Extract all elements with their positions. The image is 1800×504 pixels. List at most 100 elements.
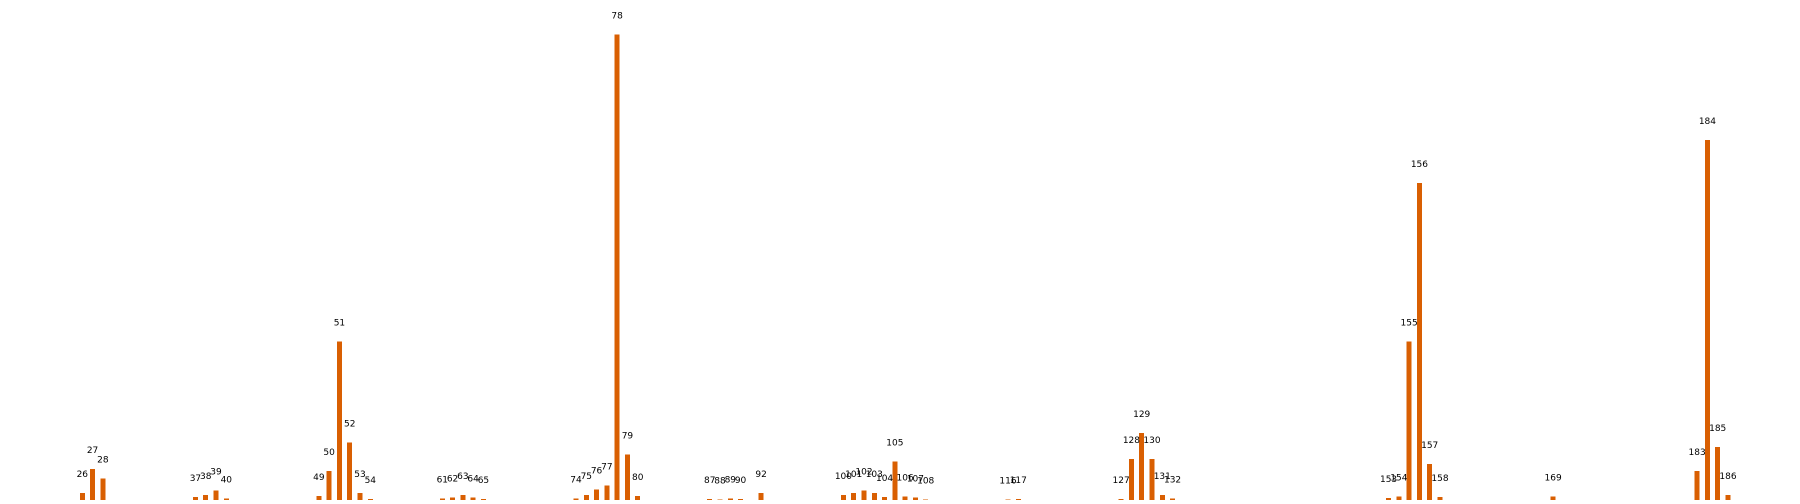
bar-64 [470,497,476,500]
bar-label-157: 157 [1421,441,1438,451]
bar-label-80: 80 [632,473,644,483]
bar-158 [1437,497,1443,500]
bar-label-77: 77 [601,463,612,473]
bar-156 [1416,183,1422,500]
bar-label-53: 53 [354,470,365,480]
bar-label-39: 39 [210,467,222,477]
bar-label-100: 100 [835,472,852,482]
bar-label-130: 130 [1143,436,1160,446]
bar-52 [347,442,353,500]
bar-label-116: 116 [999,477,1016,487]
bar-label-153: 153 [1380,475,1397,485]
bar-label-88: 88 [714,477,726,487]
bar-183 [1694,471,1700,500]
bar-186 [1725,495,1731,500]
bar-label-78: 78 [611,11,623,21]
bar-label-128: 128 [1123,436,1140,446]
bar-label-186: 186 [1719,472,1736,482]
bar-155 [1406,341,1412,500]
bar-103 [871,492,877,500]
bar-130 [1149,459,1155,500]
bar-101 [851,492,857,500]
bar-label-154: 154 [1390,474,1407,484]
bar-label-90: 90 [735,476,747,486]
bar-61 [439,498,445,500]
bar-105 [892,461,898,500]
bar-63 [460,495,466,500]
bar-78 [614,34,620,501]
bar-label-87: 87 [704,476,715,486]
bar-74 [573,498,579,500]
bar-79 [624,454,630,500]
bar-157 [1427,464,1433,500]
bar-label-185: 185 [1709,424,1726,434]
bar-132 [1170,498,1176,500]
bar-label-40: 40 [221,476,233,486]
bar-label-158: 158 [1431,474,1448,484]
bar-28 [100,478,106,500]
bars-layer [79,34,1731,501]
bar-27 [90,468,96,500]
bar-label-131: 131 [1154,472,1171,482]
bar-106 [902,496,908,500]
bar-77 [604,485,610,500]
bar-104 [882,497,888,500]
bar-62 [450,497,456,500]
bar-label-54: 54 [365,476,377,486]
bar-label-89: 89 [725,476,737,486]
bar-label-103: 103 [866,470,883,480]
bar-100 [840,495,846,500]
bar-label-37: 37 [190,474,201,484]
bar-38 [203,495,209,500]
bar-80 [635,496,641,500]
bar-153 [1386,498,1392,500]
bar-184 [1704,140,1710,500]
bar-107 [912,497,918,500]
bar-label-38: 38 [200,472,212,482]
bar-label-156: 156 [1411,160,1428,170]
bar-label-61: 61 [437,476,448,486]
bar-185 [1715,447,1721,500]
bar-169 [1550,496,1556,500]
bar-label-49: 49 [313,473,325,483]
bar-89 [727,498,733,500]
bar-92 [758,492,764,500]
bar-label-102: 102 [855,467,872,477]
bar-label-183: 183 [1689,448,1706,458]
bar-label-107: 107 [907,475,924,485]
bar-129 [1139,432,1145,500]
bar-131 [1159,495,1165,500]
bar-label-127: 127 [1113,476,1130,486]
bar-label-51: 51 [334,319,345,329]
bar-label-104: 104 [876,474,893,484]
bar-51 [336,341,342,500]
bar-39 [213,490,219,500]
bar-53 [357,492,363,500]
bar-label-184: 184 [1699,117,1716,127]
bar-label-52: 52 [344,419,355,429]
bar-40 [223,498,229,500]
bar-label-169: 169 [1545,474,1562,484]
bar-label-155: 155 [1401,319,1418,329]
bar-154 [1396,496,1402,500]
bar-128 [1128,459,1134,500]
bar-102 [861,490,867,500]
bar-label-50: 50 [323,448,335,458]
bar-label-129: 129 [1133,410,1150,420]
bar-label-79: 79 [622,431,634,441]
bar-49 [316,496,322,500]
bar-label-76: 76 [591,466,603,476]
bar-label-117: 117 [1010,476,1027,486]
bar-label-27: 27 [87,446,98,456]
bar-label-62: 62 [447,475,458,485]
bar-label-101: 101 [845,470,862,480]
bar-37 [192,497,198,500]
bar-50 [326,471,332,500]
bar-label-75: 75 [581,472,592,482]
bar-26 [79,492,85,500]
bar-label-108: 108 [917,477,934,487]
bar-label-92: 92 [755,470,766,480]
